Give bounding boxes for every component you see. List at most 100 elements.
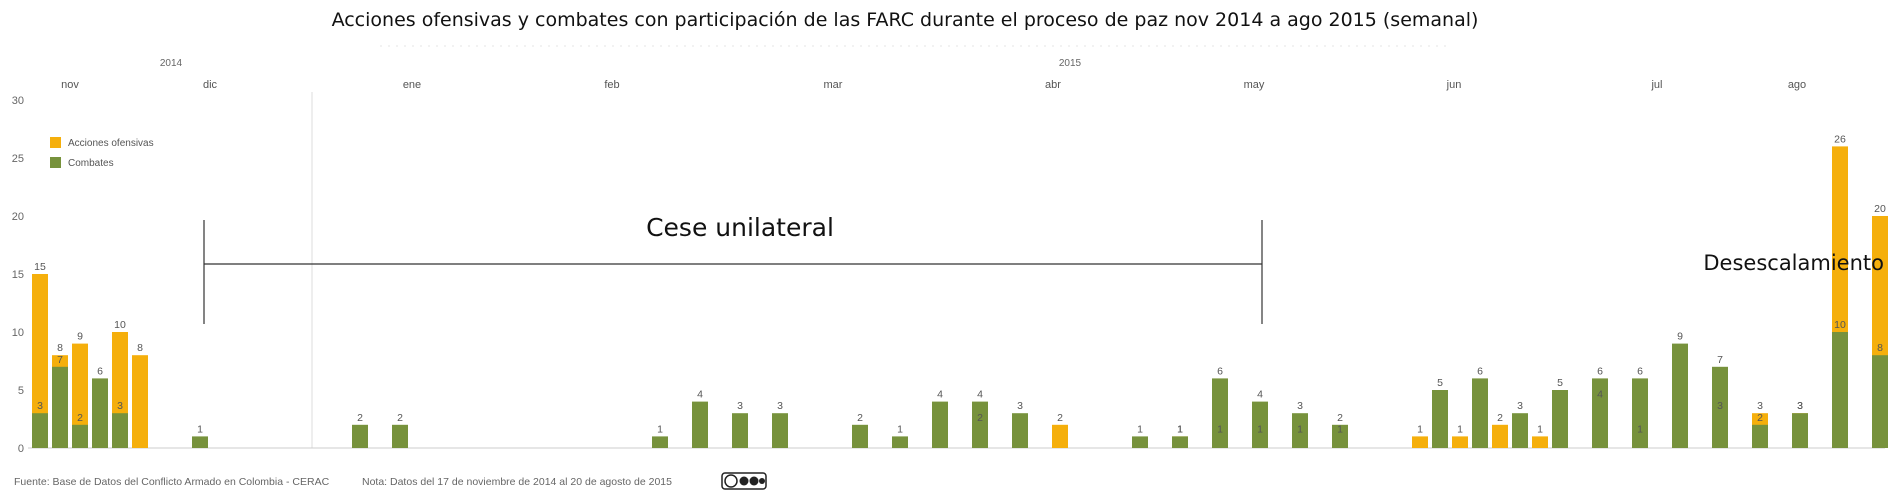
data-label: 4: [1257, 389, 1263, 401]
data-label: 4: [1597, 389, 1603, 401]
data-label: 2: [977, 412, 983, 424]
month-label: abr: [1045, 79, 1061, 91]
bar-acciones-ofensivas: [1532, 436, 1548, 448]
data-label: 10: [1834, 319, 1846, 331]
bar-acciones-ofensivas: [72, 343, 88, 448]
data-label: 3: [1017, 400, 1023, 412]
month-label: may: [1244, 79, 1265, 91]
bar-combates: [932, 401, 948, 448]
legend-label-acciones: Acciones ofensivas: [68, 138, 154, 149]
y-tick-label: 5: [18, 385, 24, 397]
data-label: 2: [1057, 412, 1063, 424]
data-label: 1: [1337, 423, 1343, 435]
legend-swatch-combates: [50, 157, 61, 168]
ceasefire-bracket: [203, 220, 1263, 324]
bar-combates: [1212, 378, 1228, 448]
data-label: 5: [1557, 377, 1563, 389]
y-tick-label: 20: [12, 211, 24, 223]
data-label: 3: [37, 400, 43, 412]
bar-acciones-ofensivas: [132, 355, 148, 448]
bar-combates: [192, 436, 208, 448]
data-label: 1: [1537, 423, 1543, 435]
data-label: 1: [897, 423, 903, 435]
bar-combates: [1552, 390, 1568, 448]
data-label: 6: [1597, 365, 1603, 377]
data-label: 26: [1834, 133, 1846, 145]
bar-combates: [892, 436, 908, 448]
data-label: 4: [697, 389, 703, 401]
legend-label-combates: Combates: [68, 158, 114, 169]
annotation-cese-unilateral: Cese unilateral: [646, 213, 834, 242]
bar-combates: [112, 413, 128, 448]
bar-combates: [732, 413, 748, 448]
cc-license-icon: [721, 472, 767, 490]
data-label: 6: [1637, 365, 1643, 377]
data-label: 2: [357, 412, 363, 424]
bar-acciones-ofensivas: [1052, 424, 1068, 448]
y-tick-label: 10: [12, 327, 24, 339]
data-label: 8: [137, 342, 143, 354]
data-label: 2: [77, 412, 83, 424]
bar-combates: [1752, 424, 1768, 448]
bar-acciones-ofensivas: [1452, 436, 1468, 448]
bar-combates: [1252, 401, 1268, 448]
year-label-2015: 2015: [1059, 58, 1082, 69]
month-label: feb: [604, 79, 619, 91]
bar-combates: [92, 378, 108, 448]
month-label: nov: [61, 79, 79, 91]
bar-combates: [1712, 366, 1728, 448]
month-label: ene: [403, 79, 421, 91]
data-label: 2: [1337, 412, 1343, 424]
bar-combates: [1512, 413, 1528, 448]
data-label: 3: [1297, 400, 1303, 412]
data-label: 3: [1757, 400, 1763, 412]
bars: [32, 146, 1888, 448]
footer-note: Nota: Datos del 17 de noviembre de 2014 …: [362, 476, 672, 488]
data-label: 2: [1497, 412, 1503, 424]
y-tick-label: 0: [18, 443, 24, 455]
annotation-desescalamiento: Desescalamiento: [1703, 251, 1884, 275]
bar-combates: [772, 413, 788, 448]
legend: Acciones ofensivas Combates: [50, 137, 154, 169]
month-label: ago: [1788, 79, 1806, 91]
data-labels: 1589108221111111214133326202316177101926…: [34, 133, 1886, 435]
bar-combates: [392, 424, 408, 448]
bar-combates: [972, 401, 988, 448]
data-label: 4: [937, 389, 943, 401]
data-label: 3: [777, 400, 783, 412]
bar-combates: [1632, 378, 1648, 448]
bar-combates: [1132, 436, 1148, 448]
bar-combates: [852, 424, 868, 448]
data-label: 10: [114, 319, 126, 331]
bar-combates: [1472, 378, 1488, 448]
month-label: dic: [203, 79, 218, 91]
data-label: 1: [1637, 423, 1643, 435]
bar-combates: [1432, 390, 1448, 448]
y-tick-label: 25: [12, 153, 24, 165]
data-label: 2: [397, 412, 403, 424]
bar-acciones-ofensivas: [1492, 424, 1508, 448]
data-label: 3: [1797, 400, 1803, 412]
data-label: 1: [657, 423, 663, 435]
data-label: 1: [197, 423, 203, 435]
bar-acciones-ofensivas: [1412, 436, 1428, 448]
year-label-2014: 2014: [160, 58, 183, 69]
data-label: 9: [1677, 331, 1683, 343]
bar-combates: [1672, 343, 1688, 448]
data-label: 6: [97, 365, 103, 377]
month-label: jun: [1446, 79, 1462, 91]
month-label: jul: [1650, 79, 1662, 91]
chart-title: Acciones ofensivas y combates con partic…: [332, 9, 1479, 31]
data-label: 1: [1177, 423, 1183, 435]
data-label: 1: [1257, 423, 1263, 435]
data-label: 2: [1757, 412, 1763, 424]
bar-combates: [352, 424, 368, 448]
data-label: 3: [737, 400, 743, 412]
data-label: 1: [1177, 423, 1183, 435]
bar-combates: [1332, 424, 1348, 448]
data-label: 8: [57, 342, 63, 354]
footer-source: Fuente: Base de Datos del Conflicto Arma…: [14, 476, 330, 488]
y-tick-label: 15: [12, 269, 24, 281]
